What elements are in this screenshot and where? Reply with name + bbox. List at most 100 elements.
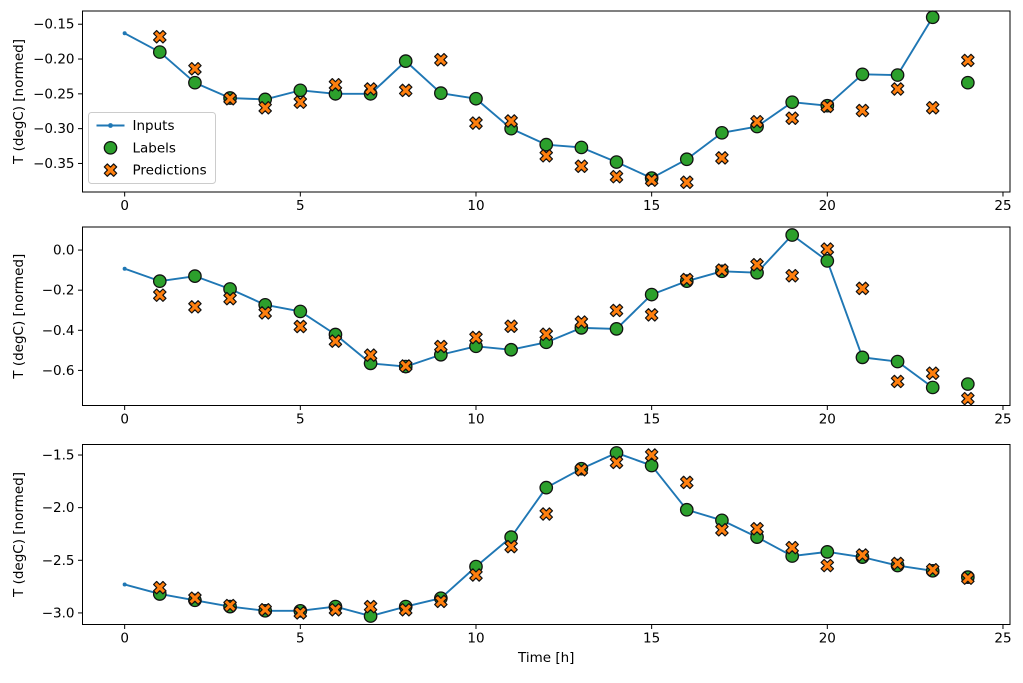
predictions-marker: [258, 602, 272, 617]
labels-marker: [293, 83, 308, 98]
predictions-marker: [925, 100, 940, 115]
labels-marker: [504, 342, 518, 357]
predictions-marker: [434, 339, 448, 354]
predictions-marker: [820, 242, 835, 256]
predictions-marker: [644, 308, 659, 322]
labels-marker: [925, 10, 940, 25]
predictions-legend-x: [103, 163, 118, 177]
predictions-marker: [398, 359, 413, 373]
x-tick-label: 0: [120, 412, 129, 428]
predictions-marker: [258, 306, 272, 320]
labels-marker: [925, 380, 940, 395]
x-tick-label: 20: [819, 631, 836, 647]
labels-marker: [539, 137, 554, 152]
predictions-marker: [644, 448, 659, 462]
x-tick-label: 25: [994, 412, 1011, 428]
predictions-marker: [398, 602, 413, 617]
labels-marker: [644, 287, 659, 302]
predictions-marker: [890, 556, 905, 571]
labels-marker: [398, 54, 413, 68]
predictions-marker: [328, 78, 343, 92]
labels-marker: [152, 45, 167, 59]
labels-marker: [188, 269, 202, 283]
predictions-marker: [785, 268, 799, 283]
labels-marker: [293, 304, 308, 319]
predictions-marker: [188, 591, 202, 605]
y-tick-label: −2.0: [42, 500, 75, 516]
y-tick-label: −0.20: [33, 52, 74, 68]
legend-item-inputs: Inputs: [96, 118, 175, 134]
x-tick-label: 0: [120, 631, 129, 647]
predictions-marker: [609, 303, 624, 318]
predictions-marker: [785, 111, 799, 125]
predictions-marker: [469, 330, 483, 345]
labels-marker: [960, 377, 975, 391]
x-tick-label: 5: [296, 412, 305, 428]
predictions-marker: [223, 598, 237, 613]
labels-marker: [152, 274, 167, 289]
y-tick-label: −2.5: [42, 553, 75, 569]
y-tick-label: −0.30: [33, 121, 74, 137]
predictions-marker: [820, 99, 835, 114]
predictions-marker: [785, 540, 799, 555]
predictions-marker: [469, 116, 483, 130]
axes-spines: [82, 10, 1011, 193]
labels-marker: [715, 125, 729, 140]
labels-marker: [679, 152, 694, 167]
predictions-marker: [855, 548, 870, 562]
labels-marker: [679, 502, 694, 517]
legend-item-predictions: Predictions: [103, 163, 207, 179]
predictions-marker: [820, 558, 835, 573]
predictions-marker: [574, 159, 589, 174]
inputs-point: [122, 582, 127, 587]
x-tick-label: 10: [467, 412, 484, 428]
x-tick-label: 25: [994, 631, 1011, 647]
subplot-1: 0 5 10 15 20 25 −0.15 −0.20 −0.25 −0.30 −0.35 T (de…: [11, 10, 1012, 214]
y-tick-label: −0.4: [42, 323, 75, 339]
x-axis-label: Time [h]: [517, 650, 574, 666]
labels-marker: [890, 68, 905, 82]
legend-box: [88, 112, 216, 184]
predictions-marker: [609, 169, 624, 184]
predictions-marker: [855, 281, 870, 296]
predictions-marker: [750, 521, 764, 536]
predictions-marker: [328, 334, 343, 348]
predictions-marker: [328, 602, 343, 617]
predictions-marker: [715, 151, 729, 165]
x-tick-label: 10: [467, 198, 484, 214]
labels-marker: [890, 354, 905, 369]
y-tick-label: −0.2: [42, 283, 75, 299]
predictions-marker: [398, 83, 413, 98]
axes-spines: [82, 444, 1011, 625]
predictions-marker: [715, 263, 729, 277]
labels-marker: [785, 95, 800, 110]
predictions-marker: [925, 366, 940, 380]
y-axis-label: T (degC) [normed]: [11, 39, 27, 165]
labels-marker: [855, 67, 870, 82]
predictions-marker: [925, 562, 940, 577]
predictions-marker: [293, 319, 308, 334]
predictions-marker: [223, 91, 237, 106]
x-tick-label: 15: [643, 412, 660, 428]
labels-marker: [574, 140, 589, 155]
predictions-marker: [223, 291, 237, 306]
labels-marker: [609, 155, 624, 169]
predictions-marker: [363, 348, 378, 362]
inputs-line: [124, 16, 934, 180]
predictions-marker: [363, 82, 378, 96]
inputs-line: [124, 234, 934, 389]
predictions-marker: [679, 175, 694, 190]
predictions-marker: [363, 599, 378, 614]
axes-spines: [82, 226, 1011, 406]
inputs-legend-dot: [108, 123, 113, 128]
predictions-marker: [890, 374, 905, 389]
predictions-marker: [750, 257, 764, 272]
x-tick-label: 15: [643, 631, 660, 647]
predictions-marker: [434, 52, 448, 67]
inputs-point: [122, 31, 127, 36]
labels-marker: [434, 86, 448, 100]
predictions-marker: [961, 571, 975, 585]
predictions-marker: [750, 114, 764, 129]
